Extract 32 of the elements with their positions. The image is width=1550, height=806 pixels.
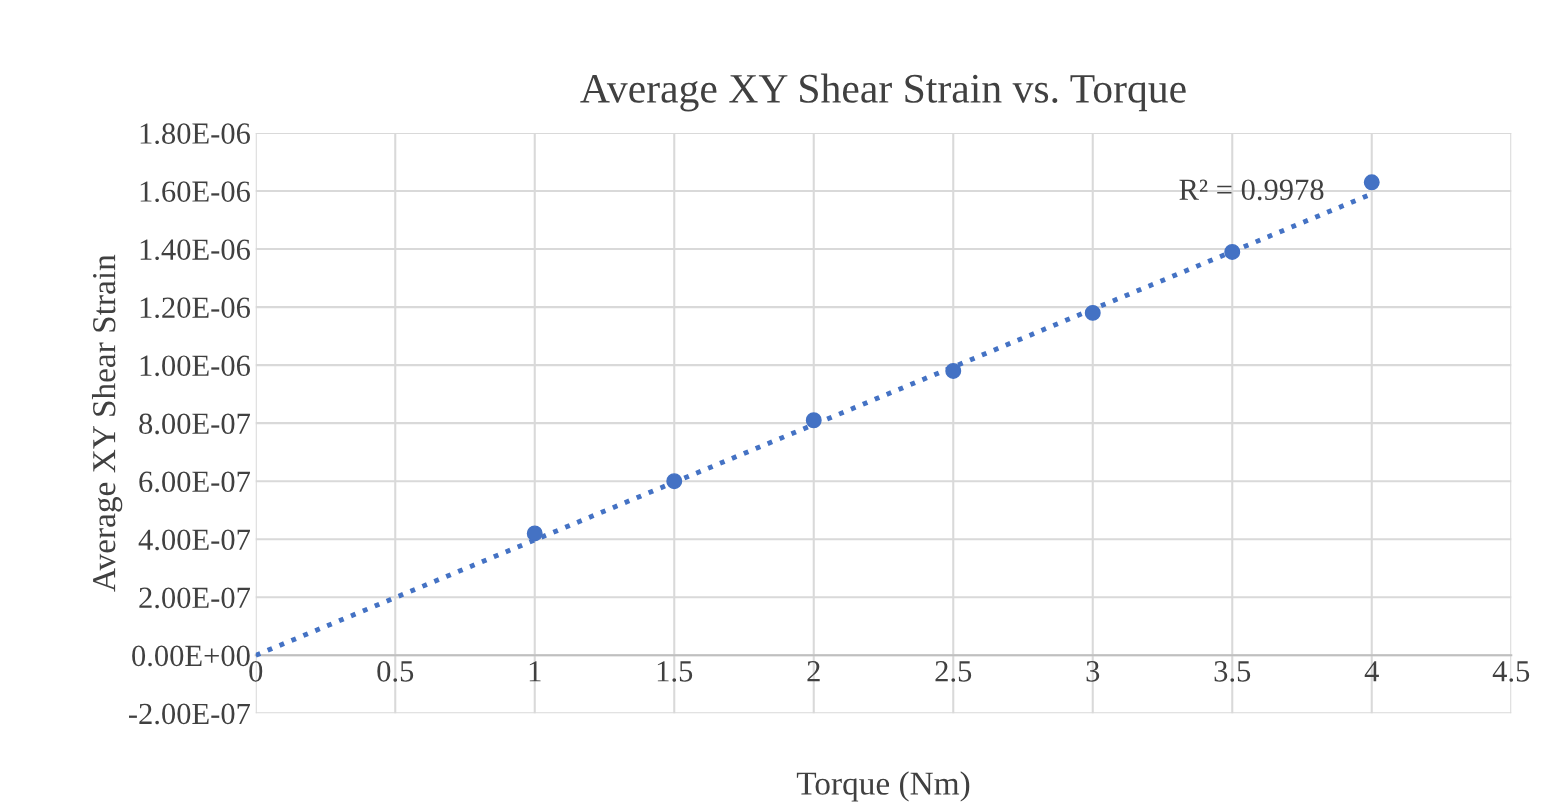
y-tick-label: 1.60E-06 [140, 181, 250, 203]
point [666, 473, 683, 490]
y-tick-label: 2.00E-07 [139, 587, 251, 609]
y-tick-label: 4.00E-07 [138, 529, 251, 551]
x-tick-label: 4.5 [1492, 661, 1530, 682]
point [1224, 243, 1241, 260]
point [805, 412, 822, 429]
x-tick-label: 3.5 [1214, 661, 1251, 682]
point [526, 525, 543, 542]
x-tick-label: 0.5 [377, 661, 414, 682]
x-tick-label: 3 [1086, 661, 1100, 682]
y-tick-label: 1.00E-06 [140, 355, 250, 377]
x-tick-label: 0 [249, 661, 263, 682]
y-tick-label: 6.00E-07 [139, 471, 251, 493]
point [1084, 304, 1101, 321]
x-axis-title: Torque (Nm) [796, 771, 970, 802]
y-axis-title: Average XY Shear Strain [91, 254, 123, 592]
point [945, 362, 962, 379]
y-tick-label: 1.40E-06 [140, 239, 250, 261]
point [1363, 174, 1380, 191]
x-tick-label: 2.5 [935, 661, 972, 682]
x-tick-label: 2 [807, 661, 820, 682]
x-tick-label: 1 [529, 661, 541, 682]
annotation: R² = 0.9978 [1179, 179, 1324, 201]
y-tick-label: -2.00E-07 [128, 703, 251, 725]
y-tick-label: 1.80E-06 [140, 123, 250, 145]
y-tick-label: 0.00E+00 [132, 645, 250, 667]
x-tick-label: 4 [1364, 661, 1379, 682]
y-tick-label: 1.20E-06 [140, 297, 250, 319]
y-tick-label: 8.00E-07 [139, 413, 251, 435]
x-tick-label: 1.5 [657, 661, 693, 682]
chart-title: Average XY Shear Strain vs. Torque [580, 73, 1186, 112]
